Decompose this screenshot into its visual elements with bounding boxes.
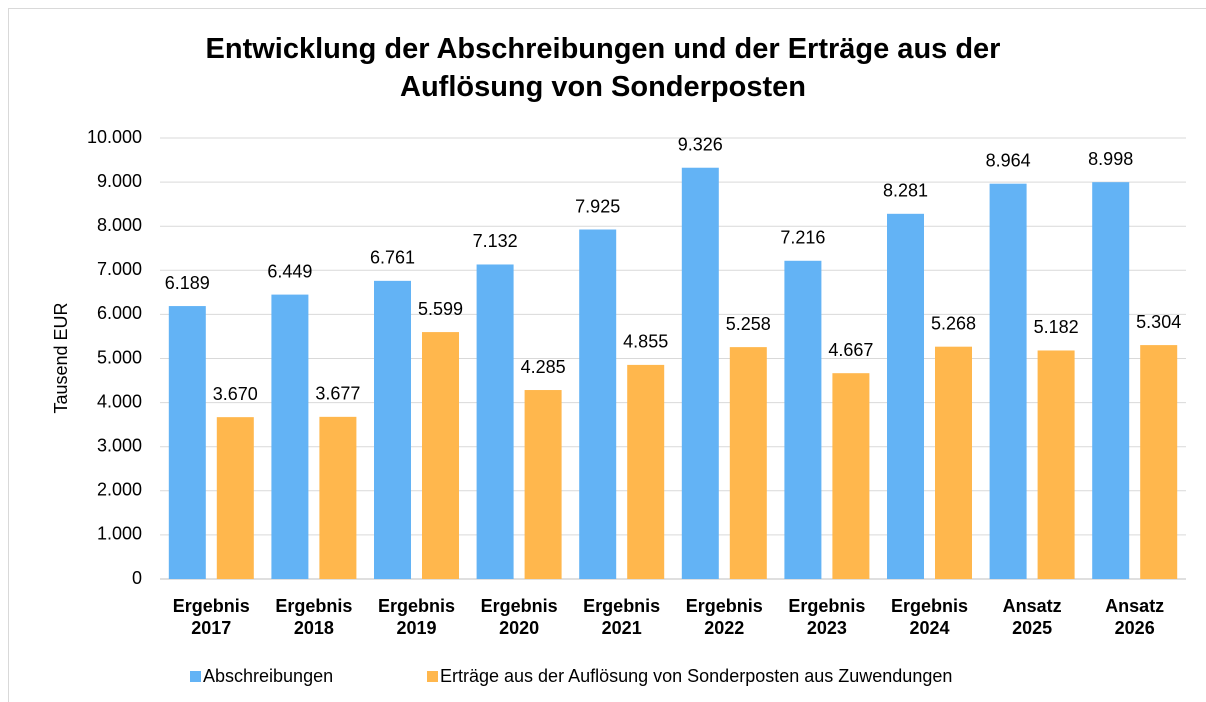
data-label: 8.998	[1088, 149, 1133, 169]
x-tick-label: Ergebnis 2018	[275, 596, 353, 638]
x-tick-label: Ansatz 2025	[1002, 596, 1062, 638]
bar	[319, 416, 357, 579]
bar	[579, 229, 617, 579]
data-label: 4.855	[623, 332, 668, 352]
data-label: 5.304	[1136, 312, 1181, 332]
data-label: 5.258	[726, 314, 771, 334]
bar	[832, 373, 870, 579]
bar	[681, 167, 719, 580]
y-tick-label: 9.000	[97, 171, 142, 191]
data-label: 8.281	[883, 181, 928, 201]
bar	[422, 332, 459, 579]
bar	[476, 264, 514, 579]
bar	[524, 390, 562, 579]
bar	[216, 417, 254, 579]
data-label: 3.677	[315, 384, 360, 404]
data-label: 5.182	[1034, 317, 1079, 337]
bar	[784, 260, 822, 579]
data-label: 8.964	[986, 150, 1031, 170]
bar	[989, 183, 1027, 579]
bar	[935, 346, 972, 579]
data-label: 7.925	[575, 196, 620, 216]
data-label: 5.599	[418, 299, 463, 319]
data-label: 7.132	[473, 231, 518, 251]
x-tick-label: Ergebnis 2023	[788, 596, 866, 638]
data-label: 4.285	[521, 357, 566, 377]
chart-title: Entwicklung der Abschreibungen und der E…	[205, 33, 1001, 103]
data-label: 5.268	[931, 313, 976, 333]
x-tick-label: Ansatz 2026	[1105, 596, 1165, 638]
legend-swatch	[427, 671, 438, 682]
y-tick-label: 0	[132, 568, 142, 588]
y-tick-label: 1.000	[97, 524, 142, 544]
bar	[271, 294, 309, 579]
data-label: 3.670	[213, 384, 258, 404]
y-tick-label: 4.000	[97, 391, 142, 411]
x-tick-label: Ergebnis 2020	[480, 596, 558, 638]
bar	[627, 364, 665, 579]
x-tick-label: Ergebnis 2021	[583, 596, 661, 638]
data-label: 6.189	[165, 273, 210, 293]
x-tick-label: Ergebnis 2019	[377, 596, 456, 638]
bar	[374, 280, 411, 579]
x-tick-label: Ergebnis 2017	[172, 596, 250, 638]
y-tick-label: 2.000	[97, 480, 142, 500]
data-label: 9.326	[678, 134, 723, 154]
chart-border	[8, 8, 1206, 702]
y-tick-label: 3.000	[97, 435, 142, 455]
legend-label: Abschreibungen	[203, 666, 333, 686]
bar	[168, 306, 206, 579]
x-tick-label: Ergebnis 2024	[890, 596, 969, 638]
y-tick-label: 7.000	[97, 259, 142, 279]
y-tick-label: 6.000	[97, 303, 142, 323]
bar	[1140, 345, 1178, 579]
y-tick-label: 5.000	[97, 347, 142, 367]
data-label: 6.761	[370, 248, 415, 268]
legend-swatch	[190, 671, 201, 682]
data-label: 4.667	[828, 340, 873, 360]
legend-label: Erträge aus der Auflösung von Sonderpost…	[440, 666, 952, 686]
y-tick-label: 8.000	[97, 215, 142, 235]
data-label: 7.216	[780, 228, 825, 248]
bar	[1037, 350, 1075, 579]
y-tick-label: 10.000	[87, 127, 142, 147]
x-tick-label: Ergebnis 2022	[685, 596, 763, 638]
bar	[1092, 182, 1130, 579]
bar	[887, 213, 924, 579]
data-label: 6.449	[267, 261, 312, 281]
y-axis-label: Tausend EUR	[51, 302, 71, 413]
bar	[729, 347, 767, 579]
